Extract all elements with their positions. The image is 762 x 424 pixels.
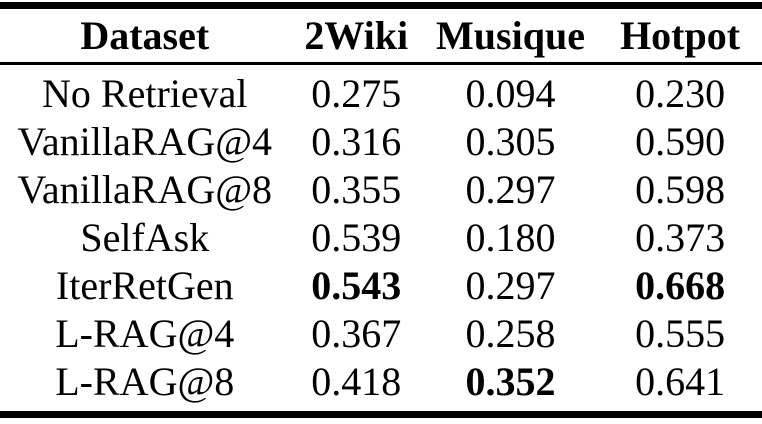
value-cell: 0.641 [635,359,726,404]
value-cell: 0.598 [635,167,726,212]
value-cell: 0.590 [635,119,726,164]
table-row-lrag4: L-RAG@4 0.367 0.258 0.555 [0,310,762,358]
table-body: No Retrieval 0.275 0.094 0.230 VanillaRA… [0,64,762,415]
table-row-no-retrieval: No Retrieval 0.275 0.094 0.230 [0,64,762,119]
column-header-hotpot: Hotpot [598,5,762,65]
value-cell: 0.297 [465,167,556,212]
value-cell: 0.275 [311,71,402,116]
table-row-vanillarag4: VanillaRAG@4 0.316 0.305 0.590 [0,118,762,166]
row-label: IterRetGen [55,263,234,308]
value-cell: 0.539 [311,215,402,260]
table-header: Dataset 2Wiki Musique Hotpot [0,5,762,65]
value-cell: 0.418 [311,359,402,404]
column-header-2wiki: 2Wiki [289,5,423,65]
table-row-vanillarag8: VanillaRAG@8 0.355 0.297 0.598 [0,166,762,214]
value-cell: 0.367 [311,311,402,356]
header-row: Dataset 2Wiki Musique Hotpot [0,5,762,65]
column-header-dataset: Dataset [0,5,290,65]
value-cell: 0.094 [465,71,556,116]
value-cell: 0.258 [465,311,556,356]
value-cell: 0.305 [465,119,556,164]
table-row-selfask: SelfAsk 0.539 0.180 0.373 [0,214,762,262]
value-cell: 0.355 [311,167,402,212]
row-label: L-RAG@4 [55,311,235,356]
value-cell: 0.230 [635,71,726,116]
row-label: VanillaRAG@4 [17,119,273,164]
value-cell: 0.373 [635,215,726,260]
value-cell: 0.555 [635,311,726,356]
value-cell: 0.297 [465,263,556,308]
table-row-iterretgen: IterRetGen 0.543 0.297 0.668 [0,262,762,310]
column-header-musique: Musique [422,5,599,65]
row-label: L-RAG@8 [55,359,235,404]
row-label: No Retrieval [42,71,248,116]
value-cell: 0.316 [311,119,402,164]
table-row-lrag8: L-RAG@8 0.418 0.352 0.641 [0,358,762,415]
row-label: VanillaRAG@8 [17,167,273,212]
value-cell: 0.543 [311,263,402,308]
value-cell: 0.352 [465,359,556,404]
row-label: SelfAsk [80,215,210,260]
value-cell: 0.668 [635,263,726,308]
value-cell: 0.180 [465,215,556,260]
